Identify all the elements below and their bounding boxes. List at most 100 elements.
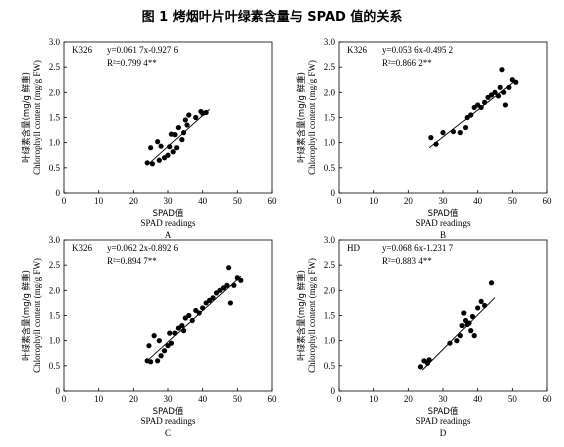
panel-c-panel-label: C (165, 428, 171, 438)
panel-a-data-point (181, 130, 187, 136)
panel-c-equation: y=0.062 2x-0.892 6 (107, 243, 179, 253)
panel-b-x-tick-label: 20 (404, 196, 414, 206)
panel-b-y-tick-label: 1.0 (324, 138, 336, 148)
panel-a-y-tick-label: 0 (56, 188, 61, 198)
panel-b-x-tick-label: 30 (439, 196, 449, 206)
panel-d-x-label-en: SPAD readings (416, 416, 471, 426)
panel-d-y-tick-label: 2.0 (324, 285, 336, 295)
panel-d-data-point (482, 302, 488, 309)
panel-c-data-point (231, 282, 237, 288)
panel-a-data-point (182, 117, 188, 123)
panel-a-data-point (165, 152, 171, 158)
panel-a-panel-label: A (165, 230, 172, 240)
panel-d-data-point (459, 322, 465, 329)
panel-a-x-tick-label: 10 (94, 196, 104, 206)
panel-b-y-label-en: Chlorophyll content (mg/g FW) (307, 60, 317, 175)
panel-a-data-point (175, 124, 181, 131)
panel-d-r2: R²=0.883 4** (382, 256, 432, 266)
panel-a-data-point (179, 137, 185, 143)
panel-a-frame (63, 41, 273, 194)
panel-c-x-tick-label: 60 (268, 394, 278, 404)
panel-b-x-tick-label: 50 (508, 196, 518, 206)
panel-a-y-label-cn: 叶绿素含量(mg/g 鲜重) (21, 72, 32, 163)
panel-b-data-point (440, 130, 446, 136)
panel-b-y-label-cn: 叶绿素含量(mg/g 鲜重) (296, 72, 307, 163)
panel-c-y-tick-label: 3.0 (49, 235, 61, 245)
panel-d-data-point (478, 298, 484, 305)
panel-d-x-tick-label: 40 (473, 394, 483, 404)
panel-b-data-point (499, 67, 505, 73)
panel-b-series-label: K326 (347, 45, 367, 55)
panel-d-x-tick-label: 50 (508, 394, 518, 404)
panel-a-data-point (186, 112, 192, 118)
panel-b-data-point (501, 89, 507, 95)
panel-a-x-label-cn: SPAD值 (153, 208, 184, 219)
panel-a-data-point (193, 114, 199, 121)
panel-a-y-tick-label: 2.0 (49, 87, 61, 97)
panel-a-x-tick-label: 40 (198, 196, 208, 206)
panel-b-frame (338, 41, 548, 194)
panel-c-x-tick-label: 50 (233, 394, 243, 404)
panel-b-y-tick-label: 2.5 (324, 62, 336, 72)
panel-b-y-tick-label: 3.0 (324, 37, 336, 47)
panel-d-y-tick-label: 2.5 (324, 260, 336, 270)
panel-c-y-label-en: Chlorophyll content (mg/g FW) (32, 258, 42, 373)
panel-b-data-point (478, 104, 484, 111)
panel-c-data-point (179, 322, 185, 329)
panel-c-data-point (227, 300, 233, 306)
panel-c-data-point (238, 277, 244, 283)
panel-a-series-label: K326 (72, 45, 92, 55)
panel-c-r2: R²=0.894 7** (107, 256, 157, 266)
panel-b-x-tick-label: 40 (473, 196, 483, 206)
panel-a-data-point (170, 149, 176, 155)
panel-a-data-point (184, 122, 190, 128)
panel-a-data-point (203, 109, 209, 116)
panel-d-y-tick-label: 1.0 (324, 336, 336, 346)
panel-a-y-tick-label: 1.5 (49, 113, 61, 123)
panel-d-data-point (457, 333, 463, 339)
panel-b-y-tick-label: 1.5 (324, 113, 336, 123)
panel-d-panel-label: D (440, 428, 447, 438)
panel-a-x-tick-label: 20 (129, 196, 139, 206)
panel-b-r2: R²=0.866 2** (382, 58, 432, 68)
panel-a-x-label-en: SPAD readings (141, 218, 196, 228)
panel-d-data-point (466, 320, 472, 326)
panel-c-data-point (181, 328, 187, 334)
panel-d-equation: y=0.068 6x-1.231 7 (382, 243, 454, 253)
panel-a-data-point (158, 143, 164, 149)
panel-b-data-point (468, 112, 474, 118)
panel-c-y-label-cn: 叶绿素含量(mg/g 鲜重) (21, 270, 32, 361)
panel-c-frame (63, 239, 273, 392)
panel-a-data-point (172, 132, 178, 138)
panel-b-data-point (495, 93, 502, 99)
panel-c-data-point (146, 343, 152, 349)
panel-c-x-tick-label: 0 (62, 394, 67, 404)
panel-c-y-tick-label: 0.5 (49, 361, 61, 371)
panel-a-x-tick-label: 30 (164, 196, 174, 206)
panel-d-data-point (417, 364, 424, 370)
panel-b-y-tick-label: 2.0 (324, 87, 336, 97)
panel-c-y-tick-label: 2.0 (49, 285, 61, 295)
panel-b-data-point (502, 102, 508, 108)
panel-a-data-point (156, 157, 162, 163)
panel-c-y-tick-label: 0 (56, 386, 61, 396)
panel-c-data-point (196, 310, 202, 316)
panel-d-frame (338, 239, 548, 392)
panel-d-data-point (471, 333, 477, 339)
panel-d-x-tick-label: 60 (543, 394, 553, 404)
panel-d-x-tick-label: 10 (369, 394, 379, 404)
panel-c-data-point (200, 305, 206, 311)
panel-c-data-point (158, 353, 164, 359)
panel-b-panel-label: B (440, 230, 446, 240)
panel-d-x-tick-label: 0 (337, 394, 342, 404)
panel-b-data-point (433, 141, 439, 147)
panel-b-data-point (497, 84, 503, 90)
panel-a-data-point (144, 160, 150, 166)
panel-d-y-tick-label: 0 (331, 386, 336, 396)
panel-a-y-tick-label: 0.5 (49, 163, 61, 173)
panel-b-x-label-en: SPAD readings (416, 218, 471, 228)
panel-a-r2: R²=0.799 4** (107, 58, 157, 68)
panel-a-x-tick-label: 50 (233, 196, 243, 206)
panel-c-y-tick-label: 1.5 (49, 311, 61, 321)
panel-c-data-point (151, 333, 157, 339)
